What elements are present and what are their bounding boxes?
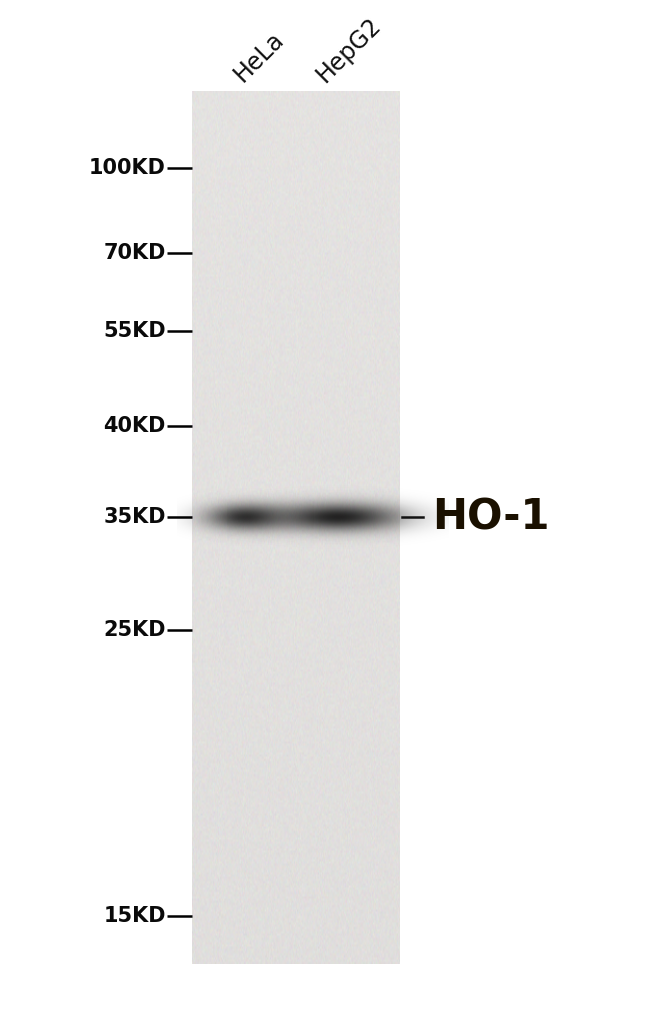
Text: HeLa: HeLa [229,28,288,87]
Text: 40KD: 40KD [103,416,166,435]
Text: 70KD: 70KD [103,243,166,263]
Text: 35KD: 35KD [103,508,166,527]
Text: 55KD: 55KD [103,321,166,341]
Text: 25KD: 25KD [103,621,166,640]
Text: HO-1: HO-1 [432,497,550,539]
Text: HepG2: HepG2 [311,12,385,87]
Text: 15KD: 15KD [103,906,166,927]
Text: 100KD: 100KD [89,159,166,178]
